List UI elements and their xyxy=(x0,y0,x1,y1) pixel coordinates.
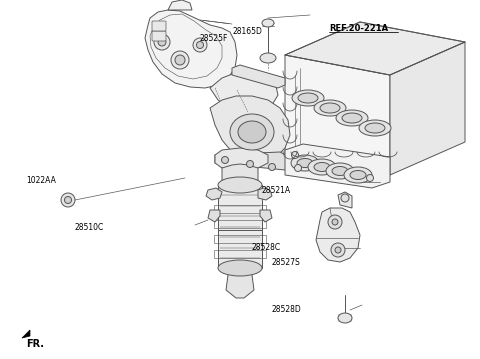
Ellipse shape xyxy=(230,114,274,150)
Polygon shape xyxy=(22,330,30,338)
Ellipse shape xyxy=(308,159,336,175)
Circle shape xyxy=(367,174,373,182)
Circle shape xyxy=(158,38,166,46)
Ellipse shape xyxy=(297,159,313,168)
Text: FR.: FR. xyxy=(26,339,44,349)
Polygon shape xyxy=(285,22,465,75)
Ellipse shape xyxy=(298,93,318,103)
Polygon shape xyxy=(226,268,254,298)
Circle shape xyxy=(268,163,276,171)
Polygon shape xyxy=(168,0,192,10)
Text: 28521A: 28521A xyxy=(262,186,291,196)
Polygon shape xyxy=(285,55,390,175)
Text: 28165D: 28165D xyxy=(233,27,263,36)
Polygon shape xyxy=(215,148,268,172)
Circle shape xyxy=(247,160,253,168)
Circle shape xyxy=(331,243,345,257)
Polygon shape xyxy=(208,210,220,222)
Polygon shape xyxy=(316,208,360,262)
Polygon shape xyxy=(210,96,290,162)
Circle shape xyxy=(291,151,299,159)
Polygon shape xyxy=(222,164,258,187)
Polygon shape xyxy=(206,188,222,200)
Ellipse shape xyxy=(338,313,352,323)
Text: REF.20-221A: REF.20-221A xyxy=(329,24,388,33)
Polygon shape xyxy=(218,185,262,268)
Ellipse shape xyxy=(326,163,354,179)
Circle shape xyxy=(171,51,189,69)
Polygon shape xyxy=(285,144,390,188)
Polygon shape xyxy=(338,192,352,208)
Circle shape xyxy=(341,194,349,202)
Ellipse shape xyxy=(291,155,319,171)
Circle shape xyxy=(193,38,207,52)
Circle shape xyxy=(328,215,342,229)
Circle shape xyxy=(295,164,301,172)
Circle shape xyxy=(332,219,338,225)
Polygon shape xyxy=(210,72,278,112)
Circle shape xyxy=(335,247,341,253)
Polygon shape xyxy=(215,152,292,170)
Ellipse shape xyxy=(342,113,362,123)
Ellipse shape xyxy=(260,53,276,63)
Text: 28528D: 28528D xyxy=(271,305,301,314)
Ellipse shape xyxy=(350,171,366,180)
Ellipse shape xyxy=(238,121,266,143)
Ellipse shape xyxy=(314,100,346,116)
Text: 28510C: 28510C xyxy=(74,223,104,233)
Ellipse shape xyxy=(262,19,274,27)
Ellipse shape xyxy=(218,177,262,193)
Text: 1022AA: 1022AA xyxy=(26,176,56,185)
FancyBboxPatch shape xyxy=(152,21,166,31)
Ellipse shape xyxy=(332,167,348,176)
Circle shape xyxy=(64,196,72,204)
Polygon shape xyxy=(390,42,465,175)
Circle shape xyxy=(221,157,228,163)
Text: 28525F: 28525F xyxy=(199,34,228,43)
Polygon shape xyxy=(232,65,285,88)
Text: 28527S: 28527S xyxy=(271,258,300,267)
Ellipse shape xyxy=(336,110,368,126)
Polygon shape xyxy=(258,188,272,200)
Ellipse shape xyxy=(359,120,391,136)
Circle shape xyxy=(196,42,204,48)
Ellipse shape xyxy=(344,167,372,183)
Circle shape xyxy=(175,55,185,65)
Ellipse shape xyxy=(218,260,262,276)
Ellipse shape xyxy=(314,163,330,172)
Text: 28528C: 28528C xyxy=(252,243,281,252)
Ellipse shape xyxy=(365,123,385,133)
Circle shape xyxy=(154,34,170,50)
Ellipse shape xyxy=(292,90,324,106)
Polygon shape xyxy=(145,10,237,88)
FancyBboxPatch shape xyxy=(152,31,166,41)
Polygon shape xyxy=(260,210,272,222)
Circle shape xyxy=(61,193,75,207)
Ellipse shape xyxy=(320,103,340,113)
